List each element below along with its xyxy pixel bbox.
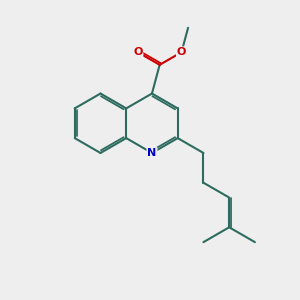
Text: O: O <box>177 47 186 57</box>
Text: O: O <box>133 47 142 57</box>
Text: N: N <box>147 148 157 158</box>
